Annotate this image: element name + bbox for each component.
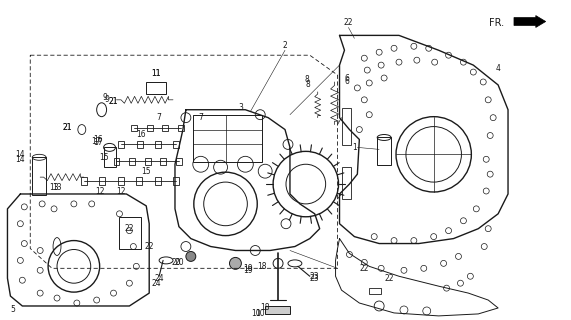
Text: 5: 5 bbox=[10, 306, 15, 315]
Text: 9: 9 bbox=[104, 95, 109, 104]
Text: 12: 12 bbox=[95, 187, 104, 196]
Text: 16: 16 bbox=[136, 130, 146, 139]
Bar bbox=[369, 288, 381, 294]
Bar bbox=[147, 124, 153, 131]
Bar bbox=[341, 108, 351, 145]
Text: 1: 1 bbox=[352, 143, 357, 152]
Text: 21: 21 bbox=[62, 123, 72, 132]
Text: 15: 15 bbox=[99, 153, 108, 162]
Text: 8: 8 bbox=[305, 80, 310, 90]
Circle shape bbox=[186, 252, 196, 261]
Text: 12: 12 bbox=[116, 187, 126, 196]
Text: 17: 17 bbox=[93, 138, 102, 147]
Text: 7: 7 bbox=[156, 113, 162, 122]
Bar bbox=[129, 158, 135, 165]
Text: 14: 14 bbox=[15, 155, 25, 164]
Text: 9: 9 bbox=[102, 93, 107, 102]
Bar bbox=[160, 158, 166, 165]
Text: 23: 23 bbox=[310, 272, 320, 281]
Bar bbox=[146, 82, 166, 94]
Text: 24: 24 bbox=[151, 279, 161, 288]
Text: 24: 24 bbox=[154, 274, 164, 283]
Text: 6: 6 bbox=[344, 77, 349, 86]
Text: 6: 6 bbox=[344, 74, 349, 83]
Text: 10: 10 bbox=[251, 309, 261, 318]
Bar bbox=[155, 141, 161, 148]
Bar bbox=[131, 124, 137, 131]
Text: 3: 3 bbox=[238, 103, 243, 112]
Text: 4: 4 bbox=[496, 64, 501, 73]
Text: 13: 13 bbox=[49, 182, 59, 192]
Bar bbox=[178, 124, 184, 131]
Circle shape bbox=[230, 257, 242, 269]
Text: 22: 22 bbox=[124, 224, 134, 233]
Text: 21: 21 bbox=[108, 97, 118, 106]
Text: 20: 20 bbox=[174, 258, 184, 267]
Bar bbox=[118, 141, 124, 148]
Bar bbox=[155, 177, 160, 185]
Bar bbox=[114, 158, 119, 165]
Text: 2: 2 bbox=[283, 41, 287, 50]
Text: 18: 18 bbox=[258, 262, 267, 271]
Text: 7: 7 bbox=[198, 113, 203, 122]
Bar bbox=[144, 158, 151, 165]
Text: 22: 22 bbox=[360, 264, 369, 273]
Text: 8: 8 bbox=[304, 76, 309, 84]
Text: 21: 21 bbox=[108, 97, 118, 106]
Text: 11: 11 bbox=[151, 68, 161, 77]
Bar bbox=[103, 148, 115, 167]
Text: FR.: FR. bbox=[489, 18, 504, 28]
Bar bbox=[176, 158, 182, 165]
Text: 18: 18 bbox=[260, 303, 270, 312]
Bar bbox=[341, 167, 351, 199]
Bar bbox=[136, 177, 142, 185]
Text: 23: 23 bbox=[310, 274, 320, 283]
Text: 22: 22 bbox=[144, 242, 154, 251]
FancyArrow shape bbox=[514, 16, 546, 28]
Text: 11: 11 bbox=[151, 68, 161, 77]
Bar bbox=[377, 138, 391, 165]
Text: 19: 19 bbox=[243, 266, 253, 275]
Text: 17: 17 bbox=[91, 137, 100, 146]
Bar bbox=[99, 177, 105, 185]
Bar bbox=[118, 177, 124, 185]
Bar bbox=[119, 217, 141, 249]
Text: 21: 21 bbox=[62, 123, 72, 132]
Bar bbox=[173, 141, 179, 148]
Text: 16: 16 bbox=[93, 135, 102, 144]
Text: 10: 10 bbox=[255, 309, 265, 318]
Bar bbox=[81, 177, 87, 185]
Text: 22: 22 bbox=[384, 274, 394, 283]
Bar bbox=[162, 124, 168, 131]
Text: 14: 14 bbox=[15, 150, 25, 159]
Bar bbox=[265, 306, 290, 314]
Text: 13: 13 bbox=[52, 182, 62, 192]
Text: 22: 22 bbox=[344, 18, 353, 27]
Bar bbox=[32, 157, 46, 195]
Text: 15: 15 bbox=[142, 167, 151, 176]
Text: 19: 19 bbox=[243, 264, 253, 273]
Bar bbox=[136, 141, 143, 148]
Bar bbox=[193, 115, 262, 162]
Bar bbox=[173, 177, 179, 185]
Text: 20: 20 bbox=[171, 258, 181, 267]
